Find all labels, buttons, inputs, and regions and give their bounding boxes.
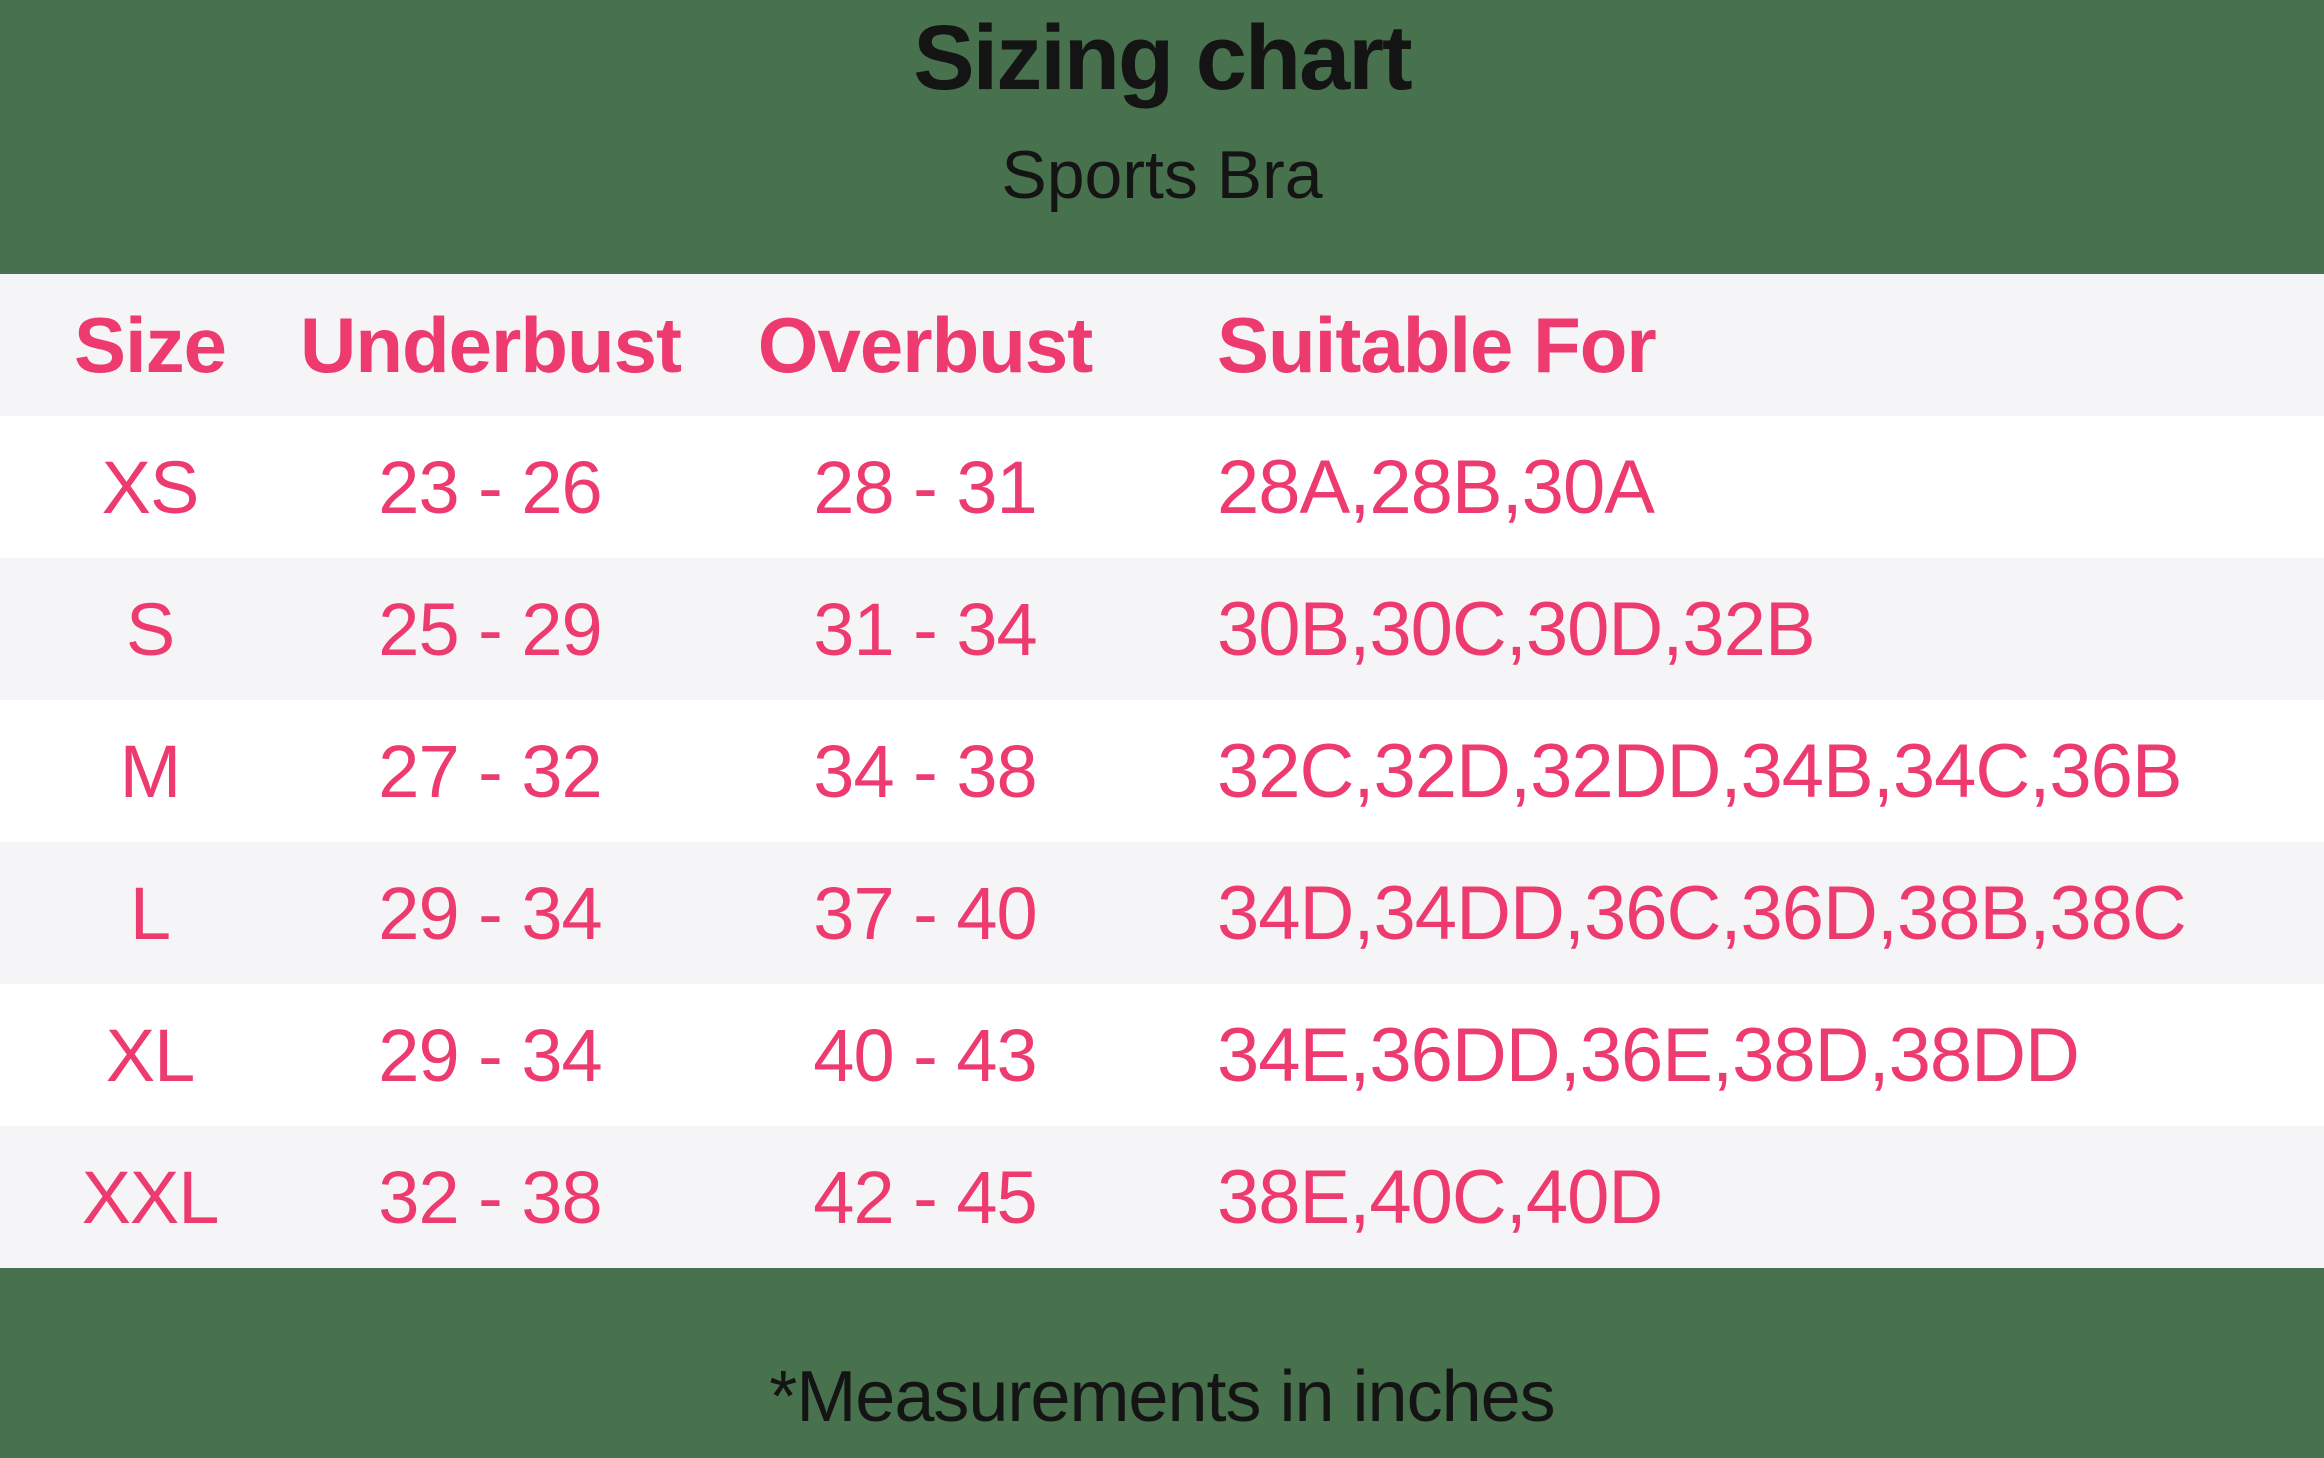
cell-underbust: 32 - 38 (378, 1155, 602, 1239)
cell-size: XXL (81, 1155, 220, 1239)
cell-underbust: 29 - 34 (378, 1013, 602, 1097)
cell-underbust: 29 - 34 (378, 871, 602, 955)
cell-suitable-for: 32C,32D,32DD,34B,34C,36B (1217, 728, 2183, 814)
table-row: M 27 - 32 34 - 38 32C,32D,32DD,34B,34C,36B (0, 700, 2324, 842)
cell-underbust: 27 - 32 (378, 729, 602, 813)
cell-underbust: 23 - 26 (378, 445, 602, 529)
chart-header: Sizing chart Sports Bra (0, 0, 2324, 274)
cell-suitable-for: 28A,28B,30A (1217, 444, 1655, 530)
cell-overbust: 31 - 34 (813, 587, 1037, 671)
table-row: XL 29 - 34 40 - 43 34E,36DD,36E,38D,38DD (0, 984, 2324, 1126)
cell-size: S (125, 587, 175, 671)
cell-suitable-for: 34E,36DD,36E,38D,38DD (1217, 1012, 2080, 1098)
cell-overbust: 28 - 31 (813, 445, 1037, 529)
table-row: L 29 - 34 37 - 40 34D,34DD,36C,36D,38B,38C (0, 842, 2324, 984)
cell-size: XS (101, 445, 200, 529)
column-header-suitable-for: Suitable For (1217, 300, 1657, 389)
cell-suitable-for: 38E,40C,40D (1217, 1154, 1663, 1240)
table-header-row: Size Underbust Overbust Suitable For (0, 274, 2324, 416)
page-title: Sizing chart (913, 7, 1412, 109)
cell-overbust: 42 - 45 (813, 1155, 1037, 1239)
table-body: XS 23 - 26 28 - 31 28A,28B,30A S 25 - 29 31 - … (0, 416, 2324, 1268)
cell-overbust: 40 - 43 (813, 1013, 1037, 1097)
measurement-note: *Measurements in inches (769, 1357, 1555, 1437)
column-header-overbust: Overbust (757, 300, 1093, 389)
table-row: XXL 32 - 38 42 - 45 38E,40C,40D (0, 1126, 2324, 1268)
cell-size: M (119, 729, 182, 813)
cell-suitable-for: 34D,34DD,36C,36D,38B,38C (1217, 870, 2187, 956)
sizing-table: Size Underbust Overbust Suitable For XS 2… (0, 274, 2324, 1268)
cell-size: XL (105, 1013, 196, 1097)
table-row: XS 23 - 26 28 - 31 28A,28B,30A (0, 416, 2324, 558)
cell-underbust: 25 - 29 (378, 587, 602, 671)
column-header-size: Size (73, 300, 227, 389)
table-row: S 25 - 29 31 - 34 30B,30C,30D,32B (0, 558, 2324, 700)
cell-size: L (129, 871, 171, 955)
page-subtitle: Sports Bra (1001, 137, 1323, 214)
cell-overbust: 37 - 40 (813, 871, 1037, 955)
column-header-underbust: Underbust (300, 300, 682, 389)
cell-suitable-for: 30B,30C,30D,32B (1217, 586, 1816, 672)
cell-overbust: 34 - 38 (813, 729, 1037, 813)
